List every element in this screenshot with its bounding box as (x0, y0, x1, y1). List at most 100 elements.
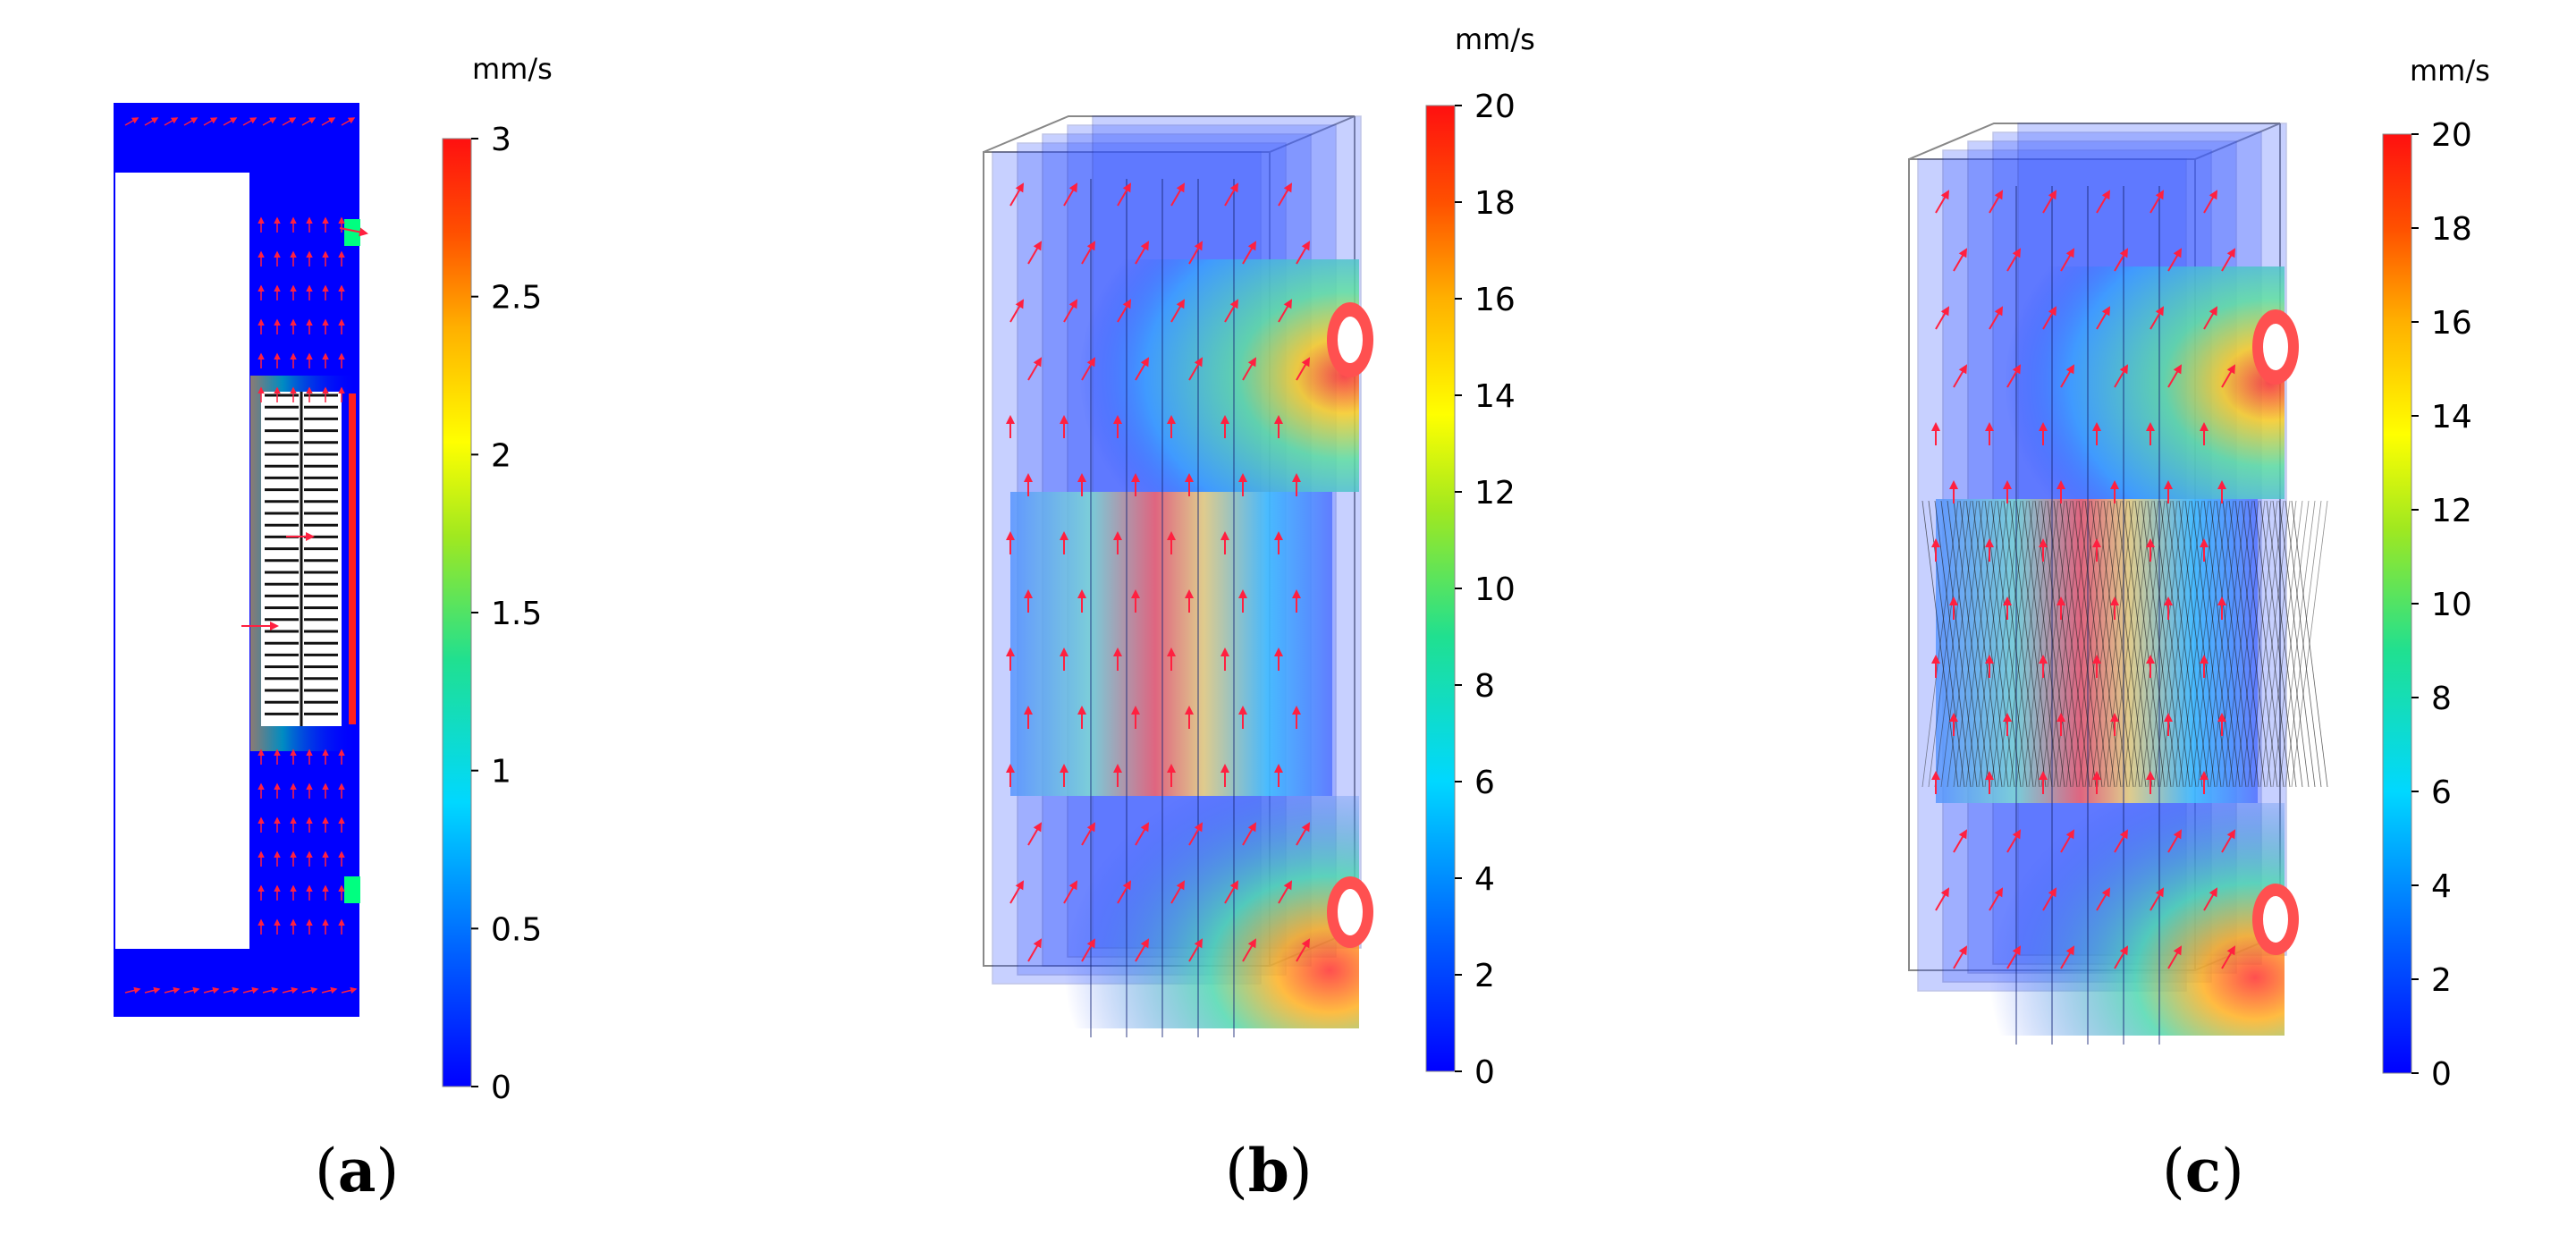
panel-b-velocity-arrows (1006, 182, 1311, 962)
velocity-arrow (2060, 829, 2075, 853)
mesh-line (1947, 500, 1984, 788)
mesh-line (2059, 500, 2097, 788)
velocity-arrow (164, 117, 179, 126)
panel-a-velocity-arrows (124, 117, 368, 994)
velocity-arrow (1935, 306, 1950, 330)
panel-label-a-letter: a (337, 1136, 376, 1205)
panel-c (1908, 123, 2328, 1045)
velocity-arrow (1242, 241, 1257, 265)
mesh-line (2003, 500, 2040, 788)
velocity-arrow (1009, 182, 1025, 207)
colorbar-tick-label: 18 (2431, 211, 2472, 248)
velocity-arrow (183, 986, 200, 994)
velocity-arrow (1296, 822, 1311, 846)
velocity-arrow (2114, 364, 2129, 388)
colorbar-b-ticks: 0 2 4 6 8 10 12 14 16 18 20 (1455, 89, 1516, 1091)
velocity-arrow (242, 117, 258, 126)
colorbar-tick-label: 10 (1474, 571, 1516, 608)
mesh-line (2278, 500, 2316, 788)
mesh-line (2184, 500, 2222, 788)
velocity-arrow (301, 986, 318, 994)
mesh-line (2078, 500, 2116, 788)
colorbar-tick-label: 6 (2431, 774, 2452, 811)
velocity-arrow (2042, 887, 2057, 911)
panel-label-c-open: ( (2162, 1137, 2185, 1205)
velocity-arrow (1135, 822, 1150, 846)
panel-b-slices (992, 115, 1373, 1037)
velocity-arrow (1170, 880, 1186, 904)
velocity-arrow (2060, 364, 2075, 388)
mesh-line (1934, 500, 1972, 788)
velocity-arrow (2060, 945, 2075, 969)
velocity-arrow (2167, 945, 2183, 969)
velocity-arrow (301, 117, 317, 126)
velocity-arrow (1188, 357, 1204, 381)
mesh-line (1965, 500, 2003, 788)
mesh-line (2134, 500, 2172, 788)
velocity-arrow (1224, 299, 1239, 323)
mesh-line (2084, 500, 2122, 788)
velocity-arrow (2042, 306, 2057, 330)
panel-label-a-open: ( (315, 1137, 338, 1205)
velocity-arrow (2149, 887, 2165, 911)
velocity-arrow (1117, 880, 1132, 904)
velocity-arrow (2096, 887, 2111, 911)
velocity-arrow (1242, 357, 1257, 381)
velocity-arrow (1989, 306, 2004, 330)
mesh-line (2009, 500, 2047, 788)
velocity-arrow (2221, 248, 2236, 272)
velocity-arrow (1242, 938, 1257, 962)
mesh-line (2272, 500, 2310, 788)
colorbar-tick-label: 2.5 (491, 280, 542, 317)
mesh-line (2291, 500, 2328, 788)
velocity-arrow (2096, 306, 2111, 330)
upper-velocity-zone (1989, 266, 2285, 499)
velocity-arrow (1081, 241, 1096, 265)
velocity-arrow (321, 117, 336, 126)
upper-velocity-zone (1064, 259, 1359, 492)
mesh-line (2097, 500, 2134, 788)
mesh-line (2090, 500, 2128, 788)
velocity-arrow (1953, 364, 1968, 388)
velocity-arrow (144, 986, 161, 994)
velocity-arrow (282, 986, 299, 994)
velocity-arrow (1063, 182, 1078, 207)
colorbar-tick-label: 16 (1474, 282, 1516, 318)
colorbar-tick-label: 0 (1474, 1054, 1495, 1091)
colorbar-tick-label: 8 (2431, 681, 2452, 717)
velocity-arrow (1188, 822, 1204, 846)
mesh-line (2166, 500, 2203, 788)
mesh-line (2197, 500, 2234, 788)
velocity-arrow (341, 986, 358, 994)
velocity-arrow (1170, 299, 1186, 323)
colorbar-a-ticks: 0 0.5 1 1.5 2 2.5 3 (471, 122, 542, 1106)
velocity-arrow (1081, 357, 1096, 381)
panel-label-b-close: ) (1288, 1137, 1313, 1205)
velocity-arrow (2006, 945, 2022, 969)
mesh-line (1978, 500, 2015, 788)
mesh-line (2072, 500, 2109, 788)
velocity-arrow (282, 117, 297, 126)
panel-label-b-letter: b (1247, 1136, 1289, 1205)
colorbar-c: mm/s 0 2 4 6 8 10 12 14 16 18 20 (2382, 54, 2490, 1093)
colorbar-tick-label: 20 (1474, 89, 1516, 125)
velocity-arrow (2114, 248, 2129, 272)
mesh-line (2116, 500, 2153, 788)
velocity-arrow (1953, 945, 1968, 969)
velocity-arrow (242, 986, 259, 994)
velocity-arrow (1009, 299, 1025, 323)
colorbar-tick-label: 16 (2431, 305, 2472, 342)
mesh-line (2022, 500, 2059, 788)
mesh-line (2216, 500, 2253, 788)
velocity-arrow (2203, 887, 2218, 911)
velocity-arrow (124, 986, 141, 994)
colorbar-tick-label: 4 (2431, 868, 2452, 905)
velocity-arrow (1953, 248, 1968, 272)
mesh-line (2191, 500, 2228, 788)
velocity-arrow (2060, 248, 2075, 272)
mesh-line (2241, 500, 2278, 788)
mesh-line (2285, 500, 2322, 788)
velocity-arrow (1027, 938, 1043, 962)
mesh-line (1921, 500, 1959, 788)
velocity-arrow (262, 117, 277, 126)
